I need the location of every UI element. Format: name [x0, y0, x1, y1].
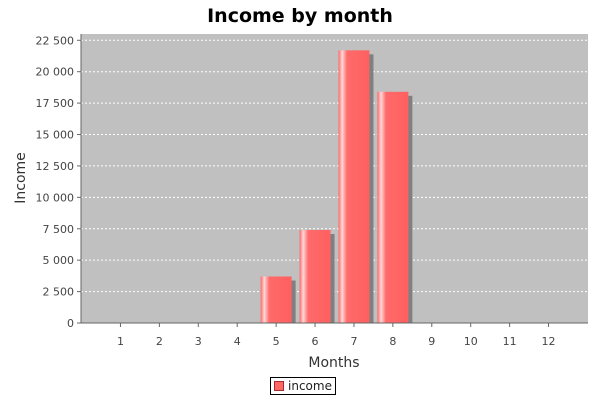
- y-tick-label: 12 500: [36, 160, 75, 173]
- y-tick-label: 10 000: [36, 191, 75, 204]
- axes: 0 2 500 5 000 7 500 10 000 12 500 15 000 17 500…: [36, 34, 588, 348]
- legend-swatch: [274, 381, 284, 391]
- y-tick-label: 20 000: [36, 66, 75, 79]
- y-tick-label: 0: [67, 317, 74, 330]
- x-tick-label: 8: [389, 335, 396, 348]
- bar: [299, 230, 335, 323]
- y-tick-label: 2 500: [43, 286, 75, 299]
- bars: [260, 50, 413, 324]
- x-tick-label: 9: [428, 335, 435, 348]
- y-tick-label: 7 500: [43, 223, 75, 236]
- x-tick-label: 7: [350, 335, 357, 348]
- y-axis-label: Income: [13, 152, 29, 204]
- x-tick-label: 10: [464, 335, 478, 348]
- bar-body: [338, 50, 370, 324]
- bar-body: [299, 230, 331, 323]
- x-tick-label: 11: [503, 335, 517, 348]
- x-tick-label: 6: [312, 335, 319, 348]
- y-tick-label: 22 500: [36, 34, 75, 47]
- y-tick-label: 15 000: [36, 129, 75, 142]
- x-tick-label: 2: [156, 335, 163, 348]
- bar: [377, 91, 413, 323]
- x-tick-label: 1: [117, 335, 124, 348]
- legend: income: [270, 377, 336, 395]
- bar-body: [260, 276, 292, 323]
- bar: [338, 50, 374, 324]
- y-tick-label: 17 500: [36, 97, 75, 110]
- x-tick-label: 4: [234, 335, 241, 348]
- legend-label: income: [288, 379, 332, 393]
- bar: [260, 276, 296, 323]
- x-axis-label: Months: [308, 355, 359, 371]
- x-tick-label: 12: [542, 335, 556, 348]
- x-tick-label: 5: [273, 335, 280, 348]
- bar-body: [377, 91, 409, 323]
- chart-title: Income by month: [207, 5, 393, 27]
- x-tick-label: 3: [195, 335, 202, 348]
- y-tick-label: 5 000: [43, 254, 75, 267]
